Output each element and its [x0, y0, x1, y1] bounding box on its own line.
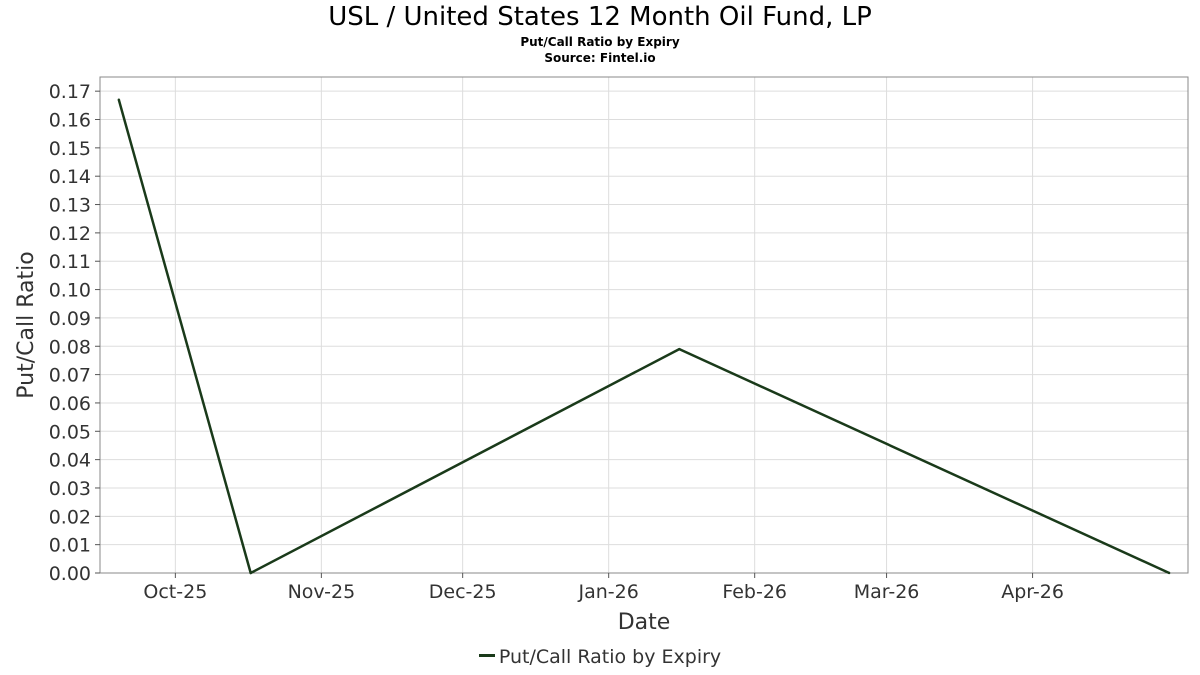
y-tick-label: 0.13 — [49, 195, 91, 217]
legend-swatch — [478, 654, 495, 657]
data-point — [249, 571, 252, 575]
x-axis: Oct-25 Nov-25 Dec-25 Jan-26 Feb-26 Mar-26 Apr-… — [143, 573, 1064, 603]
y-tick-label: 0.08 — [49, 336, 91, 358]
legend: Put/Call Ratio by Expiry — [0, 646, 1200, 668]
y-tick-label: 0.00 — [49, 563, 91, 585]
x-tick-label: Nov-25 — [288, 581, 356, 603]
y-tick-label: 0.03 — [49, 478, 91, 500]
y-tick-label: 0.16 — [49, 110, 91, 132]
y-tick-label: 0.02 — [49, 506, 91, 528]
x-tick-label: Feb-26 — [722, 581, 787, 603]
y-axis: 0.00 0.01 0.02 0.03 0.04 0.05 0.06 0.07 0.08 0.09… — [49, 81, 100, 585]
y-axis-label: Put/Call Ratio — [14, 251, 39, 398]
y-tick-label: 0.15 — [49, 138, 91, 160]
series-line — [117, 99, 1170, 575]
legend-label: Put/Call Ratio by Expiry — [498, 646, 722, 668]
x-tick-label: Mar-26 — [854, 581, 920, 603]
y-tick-label: 0.05 — [49, 421, 91, 443]
x-tick-label: Apr-26 — [1001, 581, 1064, 603]
series-layer — [117, 98, 1171, 575]
data-point — [1167, 571, 1171, 575]
y-tick-label: 0.07 — [49, 365, 91, 387]
y-tick-label: 0.10 — [49, 280, 91, 302]
y-tick-label: 0.17 — [49, 81, 91, 103]
y-tick-label: 0.01 — [49, 535, 91, 557]
y-tick-label: 0.04 — [49, 450, 91, 472]
chart-title: USL / United States 12 Month Oil Fund, L… — [328, 2, 872, 32]
x-tick-label: Jan-26 — [578, 581, 639, 603]
x-tick-label: Oct-25 — [143, 581, 207, 603]
y-tick-label: 0.12 — [49, 223, 91, 245]
y-tick-label: 0.11 — [49, 251, 91, 273]
data-point — [678, 347, 681, 351]
grid-lines — [100, 77, 1188, 574]
y-tick-label: 0.14 — [49, 166, 91, 188]
data-point — [117, 98, 121, 101]
y-tick-label: 0.06 — [49, 393, 91, 415]
chart-source: Source: Fintel.io — [544, 51, 656, 65]
x-axis-label: Date — [618, 610, 671, 635]
plot-area-frame — [99, 76, 1189, 574]
y-tick-label: 0.09 — [49, 308, 91, 330]
chart-subtitle: Put/Call Ratio by Expiry — [520, 35, 680, 49]
x-tick-label: Dec-25 — [429, 581, 497, 603]
